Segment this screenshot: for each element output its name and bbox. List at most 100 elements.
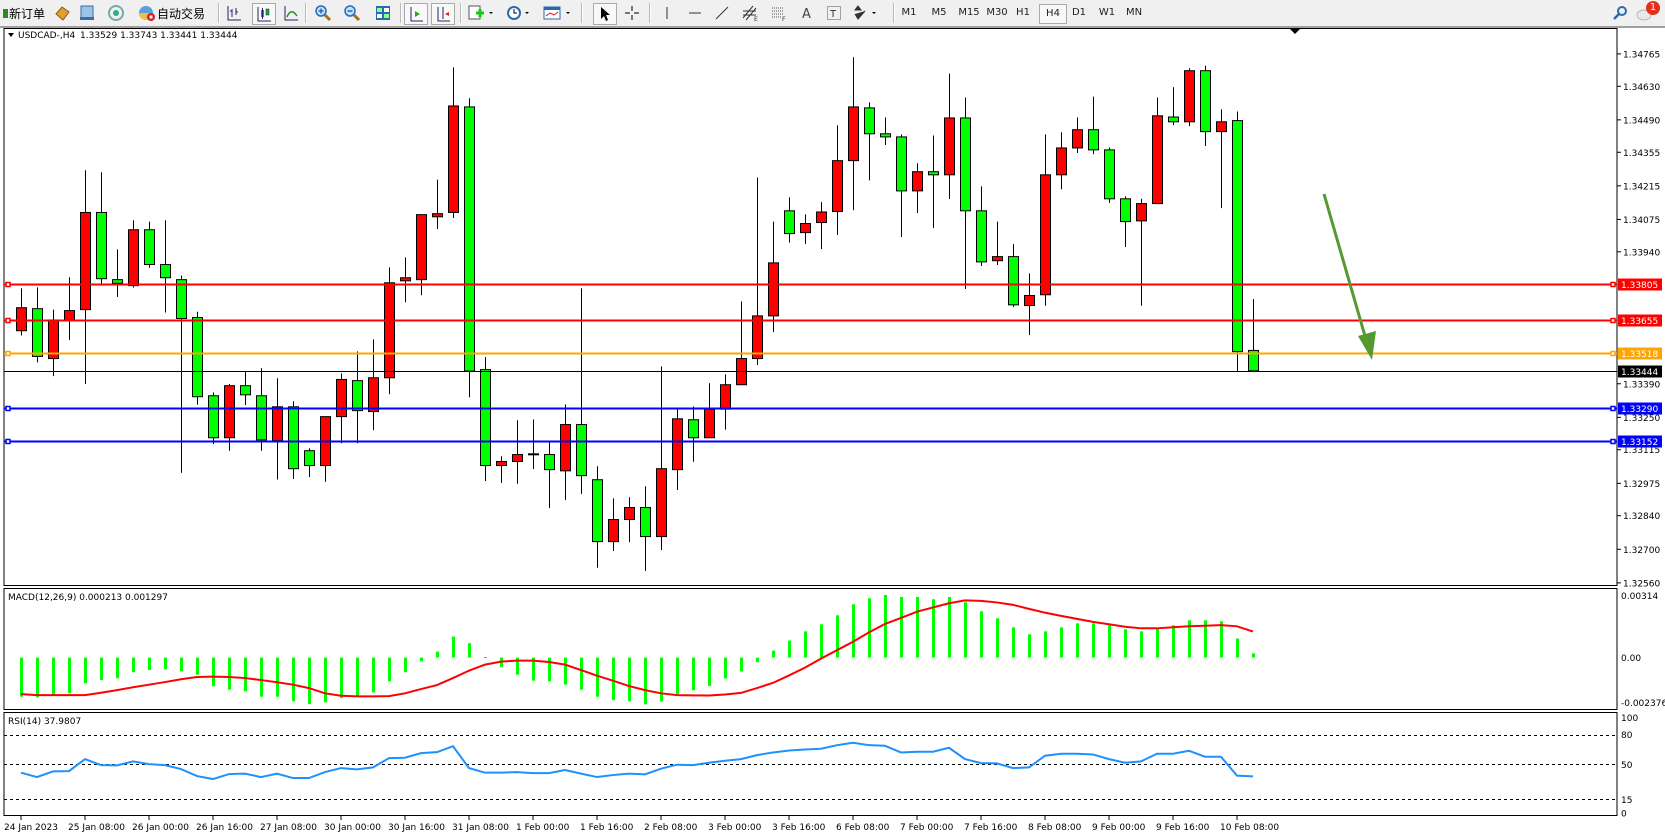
timeframe-mn[interactable]: MN xyxy=(1125,7,1143,18)
trendline-button[interactable] xyxy=(712,3,732,23)
macd-bar xyxy=(68,657,71,694)
zoom-out-button[interactable] xyxy=(342,3,362,23)
data-window-button[interactable] xyxy=(77,3,97,23)
tile-windows-button[interactable] xyxy=(373,3,393,23)
text-button[interactable]: A xyxy=(797,3,817,23)
arrow-head-icon xyxy=(1358,331,1376,360)
timeframe-d1[interactable]: D1 xyxy=(1071,7,1087,18)
macd-bar xyxy=(1108,625,1111,658)
vertical-line-button[interactable] xyxy=(657,3,677,23)
bar-chart-button[interactable] xyxy=(224,3,244,23)
candle xyxy=(640,486,651,571)
current-price-label: 1.33444 xyxy=(1621,368,1658,378)
candle-body xyxy=(480,369,491,467)
candle-body xyxy=(976,210,987,263)
macd-bar xyxy=(260,657,263,697)
zoom-in-button[interactable] xyxy=(313,3,333,23)
candle xyxy=(928,135,939,229)
candle-body xyxy=(1136,203,1147,222)
chart-window[interactable]: 1.34765 1.34630 1.34490 1.34355 1.34215 1.340… xyxy=(0,28,1665,837)
signals-button[interactable] xyxy=(106,3,126,23)
candle xyxy=(528,419,539,470)
time-label: 26 Jan 16:00 xyxy=(196,823,253,833)
timeframe-m1[interactable]: M1 xyxy=(901,7,917,18)
candle xyxy=(1168,87,1179,126)
candle-body xyxy=(464,106,475,372)
time-label: 26 Jan 00:00 xyxy=(132,823,189,833)
candle xyxy=(1232,111,1243,372)
text-label-button[interactable]: T xyxy=(824,3,844,23)
macd-bar xyxy=(724,657,727,679)
macd-bar xyxy=(100,657,103,681)
new-order-icon xyxy=(2,9,8,18)
cursor-button[interactable] xyxy=(593,3,617,25)
candle-body xyxy=(32,308,43,357)
autoscroll-button[interactable] xyxy=(404,3,428,25)
candle-body xyxy=(1008,256,1019,306)
candle xyxy=(656,366,667,551)
timeframe-m30[interactable]: M30 xyxy=(986,7,1008,18)
macd-bar xyxy=(916,597,919,658)
fibonacci-button[interactable]: F xyxy=(769,3,789,23)
chart-shift-button[interactable] xyxy=(431,3,455,25)
candle-body xyxy=(336,378,347,418)
line-handle xyxy=(5,281,11,288)
timeframe-w1[interactable]: W1 xyxy=(1098,7,1116,18)
line-handle xyxy=(5,350,11,357)
candle xyxy=(912,163,923,213)
candle-body xyxy=(896,136,907,192)
candle xyxy=(880,117,891,146)
line-handle xyxy=(1610,350,1616,357)
shapes-button[interactable] xyxy=(852,3,880,23)
time-label: 1 Feb 00:00 xyxy=(516,823,570,833)
candle-body xyxy=(576,424,587,477)
search-button[interactable] xyxy=(1611,3,1629,23)
market-watch-button[interactable] xyxy=(52,3,72,23)
timeframe-m15[interactable]: M15 xyxy=(958,7,980,18)
macd-bar xyxy=(804,631,807,658)
templates-button[interactable] xyxy=(541,3,573,23)
candle-body xyxy=(80,211,91,311)
new-order-button[interactable]: 新订单 xyxy=(2,3,46,23)
candle-body xyxy=(368,377,379,413)
timeframe-h4[interactable]: H4 xyxy=(1039,4,1067,24)
crosshair-button[interactable] xyxy=(622,3,642,23)
candle-body xyxy=(1184,70,1195,123)
chart-shift-marker-icon xyxy=(1290,29,1300,34)
macd-bar xyxy=(1060,627,1063,658)
auto-trade-button[interactable]: 自动交易 xyxy=(133,3,209,23)
text-icon: A xyxy=(802,7,811,21)
macd-bar xyxy=(308,657,311,705)
candle-body xyxy=(416,214,427,281)
crosshair-icon xyxy=(625,6,639,20)
periods-icon xyxy=(507,6,529,20)
candle xyxy=(288,401,299,480)
macd-bar xyxy=(996,618,999,658)
navigator-icon xyxy=(80,5,94,20)
time-label: 31 Jan 08:00 xyxy=(452,823,509,833)
new-chart-button[interactable] xyxy=(466,3,496,23)
macd-tick-label: 0.00314 xyxy=(1621,592,1658,602)
macd-signal-line xyxy=(20,599,1254,698)
timeframe-m5[interactable]: M5 xyxy=(931,7,947,18)
candlestick-button[interactable] xyxy=(252,3,276,25)
equidistant-channel-button[interactable]: E xyxy=(740,3,760,23)
horizontal-line-button[interactable] xyxy=(685,3,705,23)
macd-bar xyxy=(772,650,775,658)
price-tick-label: 1.32700 xyxy=(1623,546,1660,556)
line-chart-button[interactable] xyxy=(281,3,301,23)
periods-button[interactable] xyxy=(504,3,534,23)
notification-badge: 1 xyxy=(1646,1,1660,15)
timeframe-h1[interactable]: H1 xyxy=(1016,7,1030,18)
candle xyxy=(960,97,971,290)
candle xyxy=(800,214,811,244)
tile-windows-icon xyxy=(376,6,390,20)
price-marker-label: 1.33152 xyxy=(1621,438,1658,448)
macd-bar xyxy=(516,657,519,675)
candle-body xyxy=(592,479,603,543)
macd-bar xyxy=(84,657,87,684)
price-tick-label: 1.34215 xyxy=(1623,182,1660,192)
candle-body xyxy=(992,256,1003,262)
candle xyxy=(816,202,827,250)
candle-body xyxy=(224,385,235,439)
